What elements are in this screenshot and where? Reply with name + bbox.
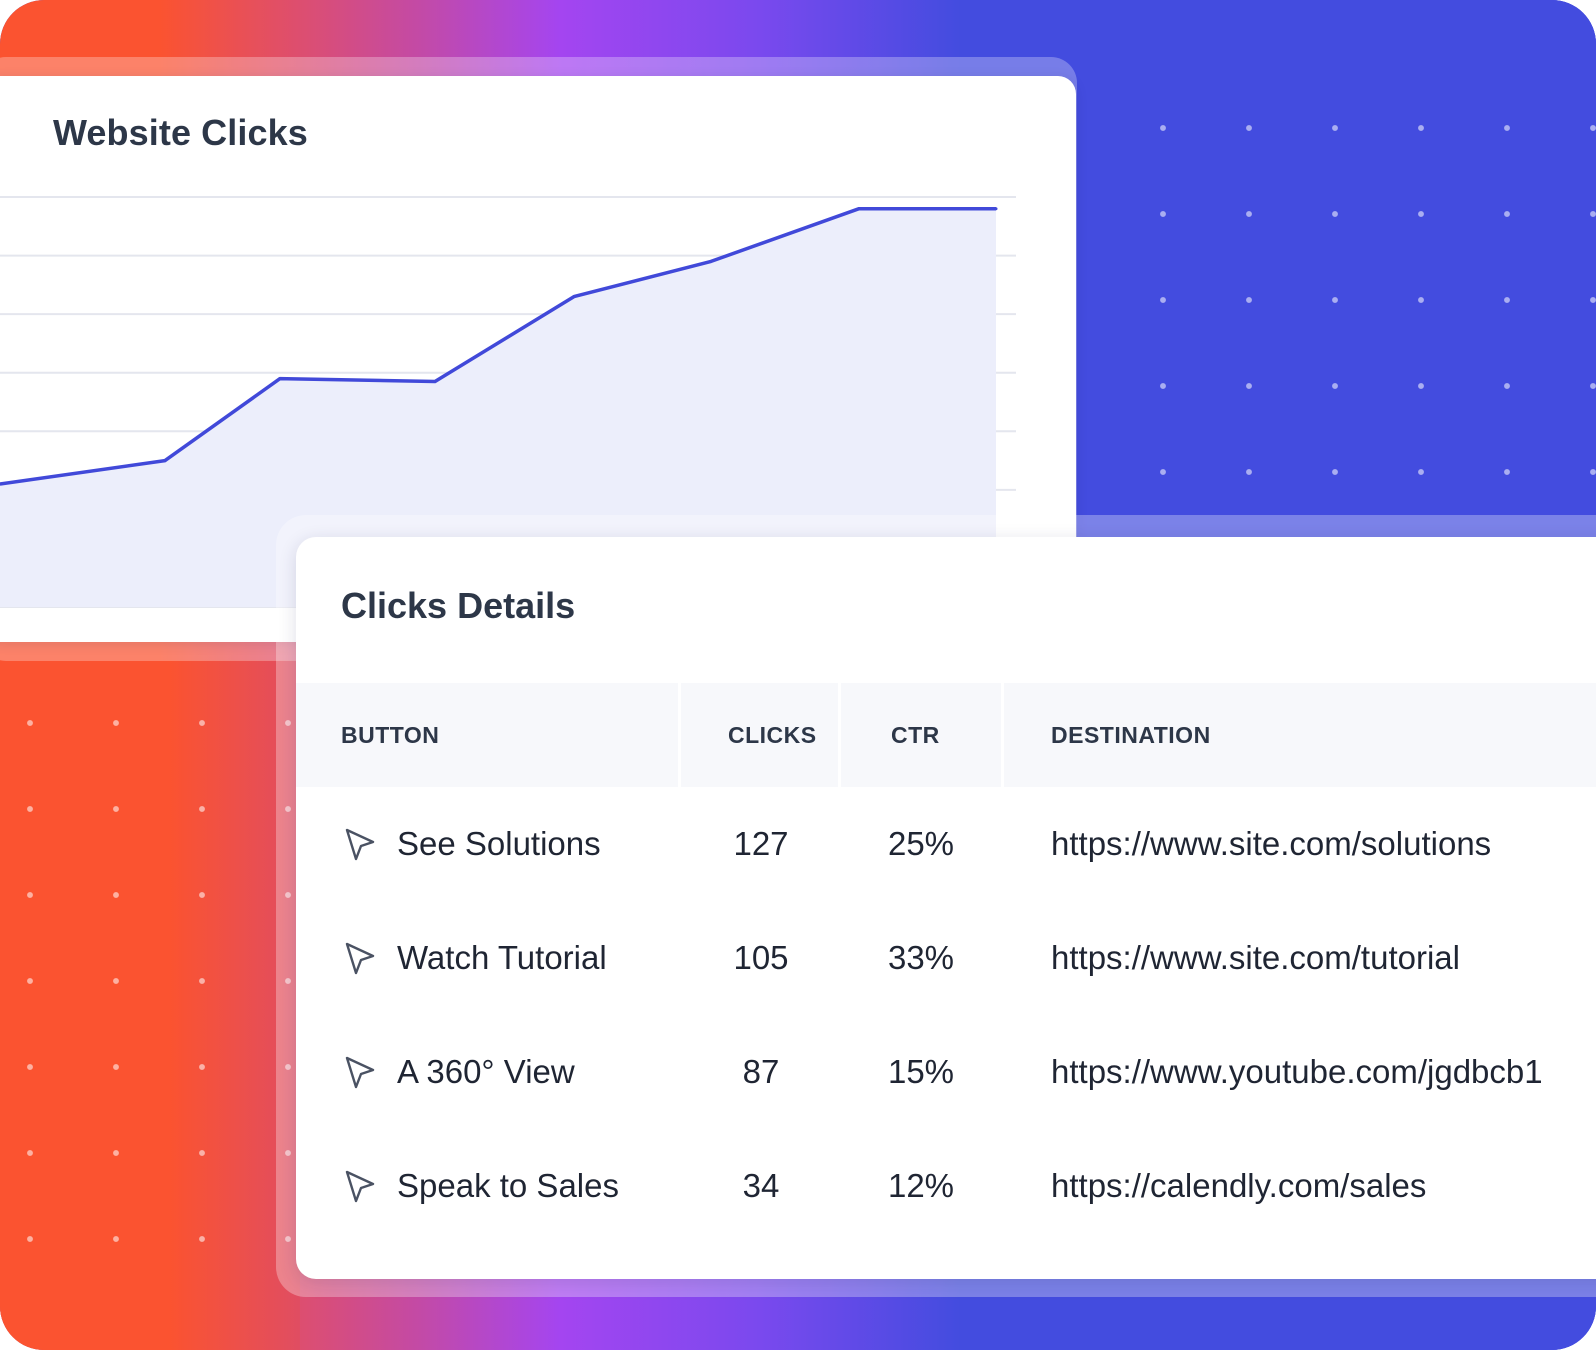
button-name: Watch Tutorial [397, 939, 607, 976]
chart-series-line [0, 206, 996, 486]
destination-link[interactable]: https://www.youtube.com/jgdbcb1 [1051, 1053, 1543, 1090]
column-header-destination[interactable]: DESTINATION [1051, 722, 1211, 748]
table-header: BUTTON CLICKS CTR DESTINATION [296, 683, 1596, 787]
table-row[interactable]: Speak to Sales 34 12% https://calendly.c… [296, 1129, 1596, 1243]
cursor-icon [345, 828, 375, 861]
column-header-button[interactable]: BUTTON [341, 722, 440, 748]
chart-data-point[interactable] [572, 295, 576, 299]
button-name: Speak to Sales [397, 1167, 619, 1204]
column-header-ctr[interactable]: CTR [891, 722, 940, 748]
column-divider [1001, 683, 1004, 787]
cursor-icon [345, 942, 375, 975]
ctr-value: 25% [887, 825, 955, 862]
chart-data-point[interactable] [0, 482, 2, 486]
destination-link[interactable]: https://calendly.com/sales [1051, 1167, 1427, 1204]
button-name: A 360° View [397, 1053, 575, 1090]
clicks-value: 34 [742, 1167, 780, 1204]
button-name: See Solutions [397, 825, 601, 862]
chart-data-point[interactable] [994, 207, 998, 211]
clicks-value: 105 [733, 939, 789, 976]
clicks-details-card: Clicks Details BUTTON CLICKS CTR DESTINA… [296, 537, 1596, 1279]
cursor-icon [345, 1170, 375, 1203]
clicks-value: 87 [742, 1053, 780, 1090]
column-divider [838, 683, 841, 787]
destination-link[interactable]: https://www.site.com/solutions [1051, 825, 1492, 862]
chart-area-fill [0, 208, 996, 607]
chart-data-point[interactable] [163, 459, 167, 463]
chart-data-point[interactable] [433, 380, 437, 383]
chart-data-point[interactable] [709, 259, 713, 263]
details-title: Clicks Details [341, 585, 576, 626]
chart-data-point[interactable] [278, 377, 282, 381]
ctr-value: 33% [887, 939, 955, 976]
table-row[interactable]: See Solutions 127 25% https://www.site.c… [296, 787, 1596, 901]
clicks-value: 127 [733, 825, 789, 862]
table-row[interactable]: A 360° View 87 15% https://www.youtube.c… [296, 1015, 1596, 1129]
chart-data-point[interactable] [857, 207, 861, 211]
ctr-value: 12% [887, 1167, 955, 1204]
column-header-clicks[interactable]: CLICKS [728, 722, 817, 748]
chart-title: Website Clicks [53, 112, 308, 153]
dot-pattern-bottom-left [0, 680, 300, 1280]
column-divider [678, 683, 681, 787]
cursor-icon [345, 1056, 375, 1089]
destination-link[interactable]: https://www.site.com/tutorial [1051, 939, 1460, 976]
dot-pattern-top-right [1120, 85, 1596, 515]
ctr-value: 15% [887, 1053, 955, 1090]
table-row[interactable]: Watch Tutorial 105 33% https://www.site.… [296, 901, 1596, 1015]
